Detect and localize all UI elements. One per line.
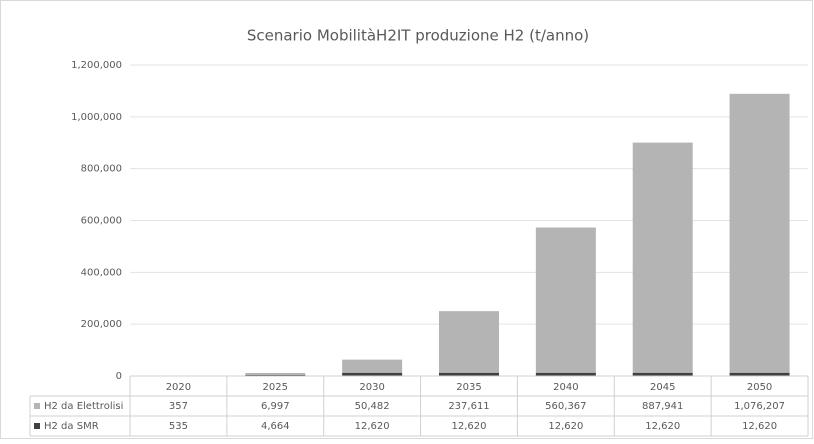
table-value: 887,941	[642, 401, 683, 412]
y-tick-label: 1,200,000	[71, 60, 122, 71]
y-tick-label: 0	[116, 371, 122, 382]
table-value: 12,620	[548, 421, 583, 432]
legend-label: H2 da SMR	[44, 421, 99, 432]
bar	[536, 228, 596, 373]
table-value: 12,620	[452, 421, 487, 432]
y-tick-label: 400,000	[81, 267, 122, 278]
table-value: 535	[169, 421, 188, 432]
bar	[730, 94, 790, 373]
table-value: 12,620	[645, 421, 680, 432]
x-tick-label: 2035	[456, 382, 481, 393]
table-value: 237,611	[448, 401, 489, 412]
x-tick-label: 2025	[263, 382, 288, 393]
bar	[439, 311, 499, 373]
table-value: 50,482	[355, 401, 390, 412]
table-value: 12,620	[742, 421, 777, 432]
chart-title: Scenario MobilitàH2IT produzione H2 (t/a…	[247, 27, 589, 45]
y-tick-label: 800,000	[81, 164, 122, 175]
y-tick-label: 200,000	[81, 319, 122, 330]
table-value: 357	[169, 401, 188, 412]
table-value: 560,367	[545, 401, 586, 412]
x-tick-label: 2030	[359, 382, 384, 393]
bar	[633, 143, 693, 373]
table-value: 4,664	[261, 421, 290, 432]
bar	[342, 360, 402, 373]
legend-swatch	[34, 403, 40, 409]
table-value: 1,076,207	[734, 401, 785, 412]
x-tick-label: 2020	[166, 382, 191, 393]
legend-swatch	[34, 423, 40, 429]
y-tick-label: 600,000	[81, 216, 122, 227]
x-tick-label: 2045	[650, 382, 675, 393]
x-tick-label: 2050	[747, 382, 772, 393]
legend-label: H2 da Elettrolisi	[44, 401, 123, 412]
y-tick-label: 1,000,000	[71, 112, 122, 123]
table-value: 12,620	[355, 421, 390, 432]
x-tick-label: 2040	[553, 382, 578, 393]
table-value: 6,997	[261, 401, 290, 412]
bar	[245, 373, 305, 375]
